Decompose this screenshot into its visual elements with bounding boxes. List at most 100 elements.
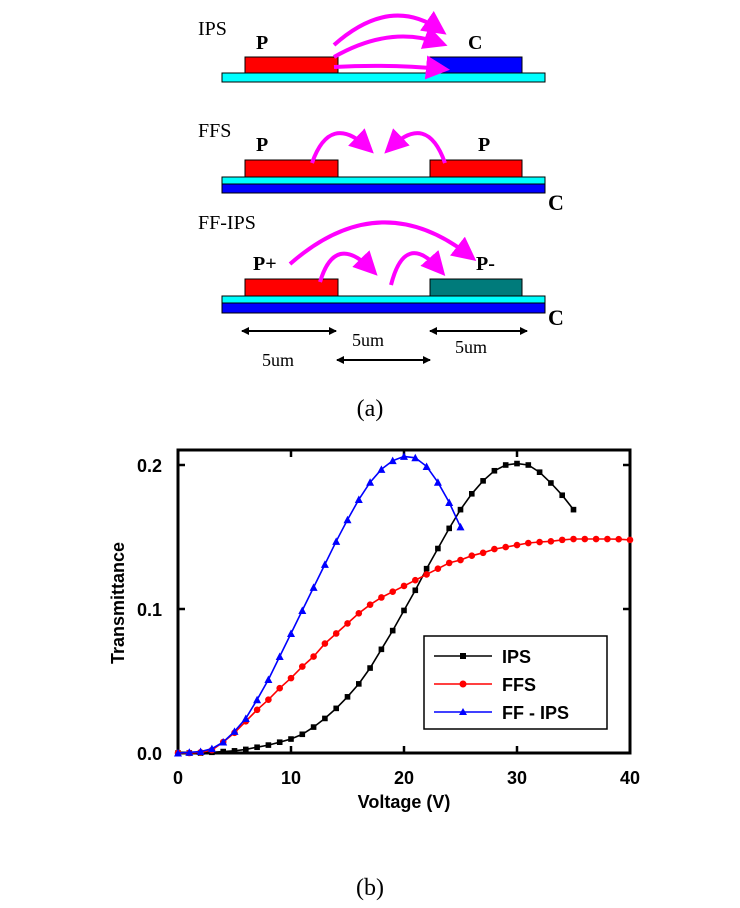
axis-ticks — [176, 450, 632, 755]
data-point — [253, 695, 262, 704]
data-point — [401, 607, 407, 614]
series-ips — [175, 460, 577, 756]
data-point — [367, 665, 373, 671]
data-point — [343, 515, 352, 524]
data-point — [377, 465, 386, 473]
data-point — [411, 453, 420, 462]
ips-field-arrow — [333, 26, 448, 59]
data-point — [230, 727, 239, 735]
ff-ips-field-arrow — [318, 250, 378, 283]
data-point — [287, 674, 295, 682]
data-point — [456, 522, 465, 531]
legend-item-ff-ips: FF - IPS — [434, 703, 569, 723]
data-point — [220, 748, 226, 755]
ips-pixel-electrode — [244, 56, 339, 74]
ff-ips-panel: FF-IPS P+ P- C — [198, 212, 564, 330]
series-ff-ips — [174, 452, 465, 757]
electrode-diagram: IPS P C FFS P P C FF-IPS P+ P- — [198, 10, 564, 422]
ff-ips-field-arrow — [288, 220, 477, 266]
data-point — [559, 492, 565, 499]
series-layer — [174, 452, 634, 757]
ff-ips-common-electrode — [221, 302, 546, 314]
ffs-mode-label: FFS — [198, 120, 231, 142]
data-point — [231, 748, 238, 754]
data-point — [525, 462, 532, 468]
data-point — [446, 525, 452, 532]
data-point — [264, 675, 273, 684]
data-point — [468, 552, 476, 560]
ffs-common-electrode — [221, 183, 546, 194]
data-point — [412, 587, 419, 594]
data-point — [626, 536, 634, 544]
y-tick-label: 0.0 — [137, 744, 162, 764]
data-point — [299, 731, 306, 738]
y-axis-label: Transmittance — [108, 542, 128, 664]
data-point — [423, 565, 430, 572]
ff-ips-right-label: P- — [476, 253, 495, 275]
data-point — [389, 627, 396, 634]
ffs-insulator — [221, 176, 546, 185]
figure-b-caption: (b) — [356, 875, 384, 901]
data-point — [412, 576, 419, 584]
data-point — [592, 535, 600, 543]
data-point — [434, 565, 442, 572]
data-point — [604, 535, 611, 543]
data-point — [299, 663, 306, 670]
legend-label-ips: IPS — [502, 647, 531, 667]
y-tick-labels: 0.0 0.1 0.2 — [137, 456, 162, 764]
y-tick-label: 0.2 — [137, 456, 162, 476]
data-point — [400, 452, 408, 460]
data-point — [356, 681, 362, 687]
data-point — [423, 571, 430, 578]
ips-mode-label: IPS — [198, 18, 227, 40]
data-point — [332, 537, 341, 545]
ips-left-label: P — [256, 32, 268, 54]
data-point — [355, 610, 363, 617]
data-point — [321, 640, 329, 647]
ffs-left-label: P — [256, 134, 268, 156]
data-point — [457, 506, 464, 513]
legend-label-ff-ips: FF - IPS — [502, 703, 569, 723]
data-point — [433, 478, 442, 486]
data-point — [581, 535, 589, 543]
data-point — [480, 478, 486, 484]
square-marker-icon — [460, 653, 466, 659]
data-point — [344, 694, 351, 700]
legend-item-ips: IPS — [434, 647, 531, 667]
data-point — [525, 539, 532, 547]
data-point — [366, 601, 374, 608]
data-point — [309, 583, 318, 591]
data-point — [275, 652, 284, 661]
dimension-right-label: 5um — [455, 337, 487, 357]
ff-ips-positive-electrode — [244, 278, 339, 297]
data-point — [435, 545, 441, 552]
ffs-bottom-label: C — [548, 190, 564, 215]
x-tick-label: 40 — [620, 768, 640, 788]
data-point — [354, 495, 363, 504]
ff-ips-bottom-label: C — [548, 305, 564, 330]
data-point — [536, 538, 543, 546]
data-point — [570, 535, 577, 543]
data-point — [615, 535, 622, 543]
ffs-field-arrow — [310, 128, 374, 164]
data-point — [344, 620, 351, 627]
data-point — [457, 556, 464, 564]
data-point — [276, 684, 284, 692]
dimension-gap-label: 5um — [352, 330, 384, 350]
x-tick-label: 30 — [507, 768, 527, 788]
transmittance-chart: 0 10 20 30 40 0.0 0.1 0.2 Voltage (V) Tr… — [108, 448, 640, 812]
triangle-marker-icon — [459, 708, 467, 715]
data-point — [196, 747, 205, 756]
data-point — [513, 541, 521, 549]
ffs-left-pixel-electrode — [244, 159, 339, 178]
data-point — [254, 744, 260, 751]
legend-box — [423, 635, 608, 730]
data-point — [276, 739, 283, 745]
data-point — [548, 480, 554, 486]
x-tick-labels: 0 10 20 30 40 — [173, 768, 640, 788]
y-tick-label: 0.1 — [137, 600, 162, 620]
ips-field-arrow — [332, 10, 447, 47]
ips-field-arrow — [333, 55, 450, 80]
ffs-right-pixel-electrode — [429, 159, 523, 178]
ips-right-label: C — [468, 32, 482, 54]
